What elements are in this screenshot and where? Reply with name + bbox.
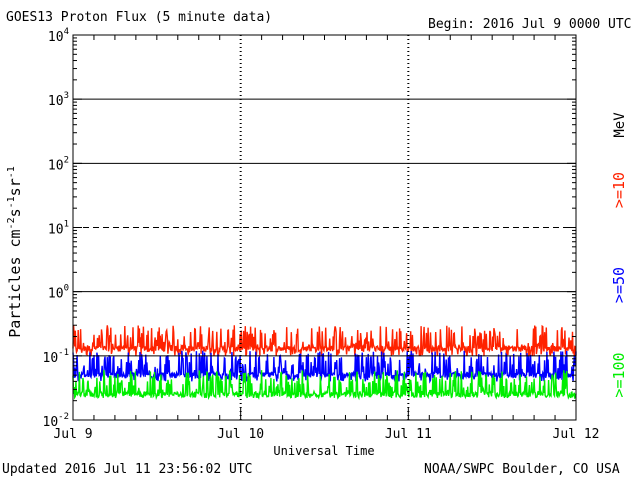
legend-ge10: >=10 bbox=[610, 172, 628, 208]
x-tick-label: Jul 10 bbox=[217, 427, 264, 442]
y-tick-base: 10 bbox=[48, 158, 64, 173]
y-axis-label-part: s bbox=[6, 208, 24, 217]
x-tick-labels: Jul 9 Jul 10 Jul 11 Jul 12 bbox=[53, 427, 599, 442]
x-tick-label: Jul 12 bbox=[553, 427, 600, 442]
series-line-2 bbox=[72, 369, 577, 401]
y-tick-base: 10 bbox=[48, 94, 64, 109]
threshold-lines bbox=[73, 98, 576, 357]
axis-ticks bbox=[72, 34, 577, 421]
y-tick-exp: 3 bbox=[64, 91, 69, 101]
y-axis-label-part: Particles cm bbox=[6, 229, 24, 337]
y-tick-base: 10 bbox=[43, 415, 59, 430]
series-layer bbox=[72, 324, 577, 401]
x-axis-label: Universal Time bbox=[273, 444, 374, 458]
begin-time: Begin: 2016 Jul 9 0000 UTC bbox=[428, 17, 632, 32]
y-tick-exp: 2 bbox=[64, 155, 69, 165]
y-tick-label: 100 bbox=[48, 284, 69, 302]
y-tick-label: 101 bbox=[48, 220, 69, 238]
y-tick-label: 10-1 bbox=[43, 348, 70, 366]
y-tick-label: 102 bbox=[48, 155, 69, 173]
y-axis-label-sup: -2 bbox=[6, 217, 17, 229]
y-axis-label-sup: -1 bbox=[6, 166, 17, 178]
x-tick-label: Jul 11 bbox=[385, 427, 432, 442]
y-axis-label-sup: -1 bbox=[6, 196, 17, 208]
legend-ge100: >=100 bbox=[610, 352, 628, 397]
y-tick-base: 10 bbox=[48, 287, 64, 302]
y-tick-exp: 4 bbox=[64, 27, 69, 37]
x-tick-label: Jul 9 bbox=[53, 427, 92, 442]
y-tick-label: 10-2 bbox=[43, 412, 70, 430]
y-axis-label: Particles cm-2s-1sr-1 bbox=[6, 166, 24, 338]
y-tick-base: 10 bbox=[43, 351, 59, 366]
legend-ge50: >=50 bbox=[610, 267, 628, 303]
y-tick-base: 10 bbox=[48, 30, 64, 45]
y-tick-base: 10 bbox=[48, 223, 64, 238]
y-tick-label: 103 bbox=[48, 91, 69, 109]
y-tick-exp: -2 bbox=[58, 412, 69, 422]
series-line-0 bbox=[72, 324, 577, 357]
y-tick-exp: 0 bbox=[64, 284, 69, 294]
y-tick-exp: -1 bbox=[58, 348, 69, 358]
y-tick-exp: 1 bbox=[64, 220, 69, 230]
updated-time: Updated 2016 Jul 11 23:56:02 UTC bbox=[2, 462, 253, 477]
y-tick-label: 104 bbox=[48, 27, 69, 45]
y-axis-label-part: sr bbox=[6, 178, 24, 196]
legend-unit-mev: MeV bbox=[612, 112, 628, 138]
chart-title: GOES13 Proton Flux (5 minute data) bbox=[6, 10, 273, 25]
source-credit: NOAA/SWPC Boulder, CO USA bbox=[424, 462, 620, 477]
